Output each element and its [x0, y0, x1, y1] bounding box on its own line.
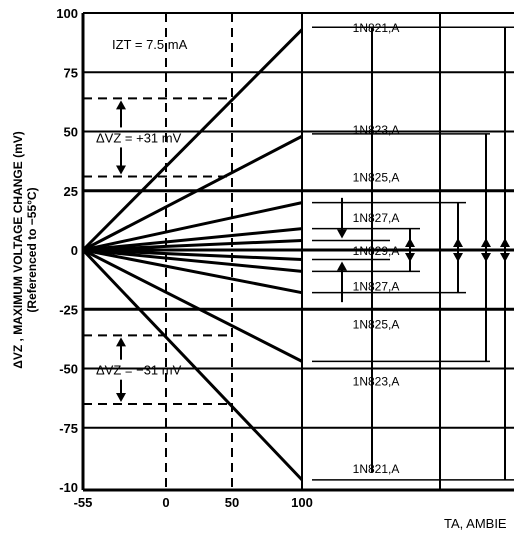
range-markers: 1N821,A 1N823,A 1N825,A 1N827,A 1N829,A 1N827…	[312, 21, 514, 481]
x-tick-label: 100	[291, 495, 313, 510]
range-label: 1N829,A	[353, 244, 400, 258]
y-tick-label: -10	[59, 480, 78, 495]
x-axis-label: TA, AMBIE	[444, 516, 507, 531]
series-line	[82, 248, 303, 273]
tick-labels: 100 75 50 25 0 -25 -50 -75 -10-55 0 50 100	[56, 6, 313, 510]
annotations: ΔVZ = +31 mV ΔVZ = −31 mV	[96, 100, 182, 403]
series-line	[82, 239, 303, 252]
y-axis-sublabel: (Referenced to −55°C)	[25, 187, 39, 312]
annotation-arrowhead	[116, 393, 126, 403]
y-tick-label: -75	[59, 421, 78, 436]
y-axis-label: ΔVZ , MAXIMUM VOLTAGE CHANGE (mV)	[11, 131, 25, 369]
range-arrowhead	[453, 238, 463, 247]
range-label: 1N823,A	[353, 374, 400, 388]
y-tick-label: -50	[59, 362, 78, 377]
annotation-arrowhead	[116, 100, 126, 110]
series-line	[82, 201, 303, 252]
range-label: 1N821,A	[353, 462, 400, 476]
series-line	[82, 227, 303, 252]
y-tick-label: 0	[71, 243, 78, 258]
annotation-label: ΔVZ = −31 mV	[96, 363, 182, 378]
range-arrowhead	[481, 253, 491, 262]
range-arrowhead	[405, 253, 415, 262]
annotation-label: ΔVZ = +31 mV	[96, 130, 182, 145]
series-line	[82, 248, 303, 261]
x-tick-label: 50	[225, 495, 239, 510]
series-line	[81, 28, 304, 252]
range-arrowhead	[453, 253, 463, 262]
range-label: 1N823,A	[353, 123, 400, 137]
range-label: 1N821,A	[353, 21, 400, 35]
y-tick-label: 100	[56, 6, 78, 21]
x-tick-label: -55	[74, 495, 93, 510]
y-tick-label: 50	[64, 125, 78, 140]
y-tick-label: 25	[64, 184, 78, 199]
series-line	[82, 248, 303, 363]
range-label: 1N825,A	[353, 317, 400, 331]
condition-label: IZT = 7.5 mA	[112, 37, 188, 52]
range-arrowhead	[405, 238, 415, 247]
y-axis-label-group: ΔVZ , MAXIMUM VOLTAGE CHANGE (mV) (Refer…	[11, 131, 39, 369]
y-tick-label: 75	[64, 65, 78, 80]
range-label: 1N827,A	[353, 211, 400, 225]
series-line	[82, 248, 303, 295]
range-arrowhead	[500, 253, 510, 262]
series-line	[82, 134, 303, 252]
series-lines	[81, 28, 304, 481]
series-line	[81, 248, 304, 481]
annotation-arrowhead	[116, 337, 126, 347]
y-tick-label: -25	[59, 302, 78, 317]
x-tick-label: 0	[162, 495, 169, 510]
range-label: 1N825,A	[353, 171, 400, 185]
range-arrowhead	[500, 238, 510, 247]
annotation-arrowhead	[116, 165, 126, 175]
grid	[81, 12, 514, 492]
range-label: 1N827,A	[353, 280, 400, 294]
range-arrowhead	[481, 238, 491, 247]
